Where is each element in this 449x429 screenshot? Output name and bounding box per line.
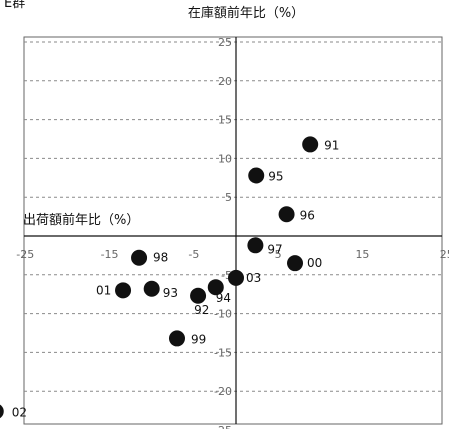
scatter-point [228,269,244,286]
point-label: 99 [191,332,206,346]
point-label: 98 [153,251,168,265]
scatter-point [190,287,207,304]
scatter-point [278,206,295,223]
axes [24,37,442,424]
scatter-point [302,136,319,153]
x-tick-label: -5 [188,248,199,261]
x-tick-label: -15 [101,248,119,261]
y-tick-label: 10 [218,152,232,165]
y-tick-label: 25 [218,36,232,49]
scatter-point [143,280,160,297]
x-axis-title: 出荷額前年比（%） [23,212,139,228]
point-label: 96 [300,208,315,222]
y-axis-title: 在庫額前年比（%） [188,5,304,21]
y-tick-label: 5 [225,191,232,204]
point-label: 02 [12,405,27,419]
y-tick-label: 15 [218,114,232,127]
y-tick-label: 20 [218,75,232,88]
scatter-point [247,237,264,254]
point-label: 92 [194,303,209,317]
corner-label: E群 [4,0,25,11]
point-label: 91 [324,138,339,152]
x-tick-label: 5 [275,248,282,261]
scatter-point [287,255,304,272]
scatter-point [248,167,265,184]
scatter-point [207,279,224,296]
point-label: 01 [96,283,111,297]
scatter-point [168,330,185,347]
point-label: 94 [216,291,231,305]
scatter-point [115,282,132,299]
point-label: 93 [163,286,178,300]
x-tick-label: 25 [440,248,449,261]
point-label: 00 [307,256,322,270]
y-tick-label: -5 [221,269,232,282]
y-tick-label: -25 [214,424,232,429]
tick-labels: 25 20 15 10 5 -5 -10 -15 -20 -25 -25 -15 -5 5 15 25 [16,36,449,429]
y-tick-label: -10 [214,308,232,321]
y-tick-label: -20 [214,385,232,398]
y-tick-label: -15 [214,346,232,359]
x-tick-label: -25 [16,248,34,261]
data-points: 91 95 96 97 00 03 94 93 92 98 01 99 02 [0,136,339,419]
scatter-point [0,404,4,419]
point-label: 97 [267,242,282,256]
plot-frame [23,36,443,425]
point-label: 95 [268,169,283,183]
scatter-point [131,249,148,266]
point-label: 03 [246,271,261,285]
x-tick-label: 15 [355,248,369,261]
grid-lines [24,41,442,392]
